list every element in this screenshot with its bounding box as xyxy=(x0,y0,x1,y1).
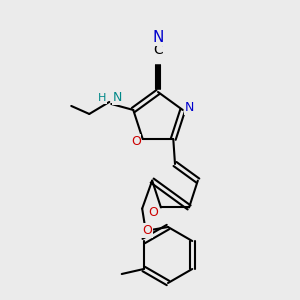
Text: N: N xyxy=(152,31,164,46)
Text: O: O xyxy=(148,206,158,219)
Text: O: O xyxy=(142,224,152,237)
Text: C: C xyxy=(153,43,163,57)
Text: N: N xyxy=(185,101,194,115)
Text: H: H xyxy=(98,93,106,103)
Text: O: O xyxy=(131,134,141,148)
Text: N: N xyxy=(112,92,122,104)
